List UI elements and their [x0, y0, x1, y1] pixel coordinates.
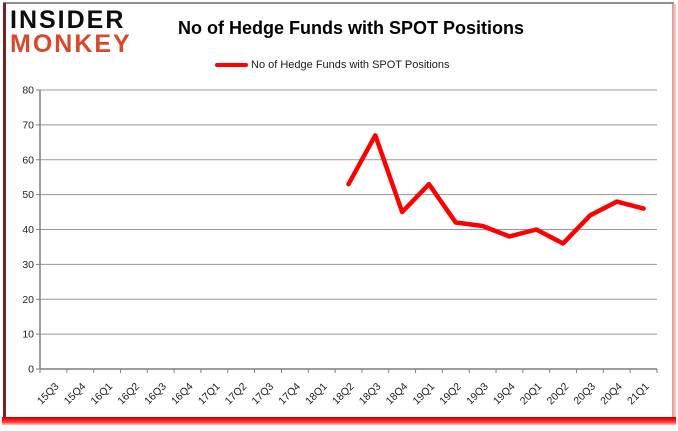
- svg-text:16Q4: 16Q4: [169, 381, 196, 408]
- svg-text:19Q2: 19Q2: [437, 381, 464, 408]
- svg-text:50: 50: [22, 189, 34, 201]
- svg-text:10: 10: [22, 329, 34, 341]
- svg-text:17Q4: 17Q4: [276, 381, 303, 408]
- card-border-right: [672, 4, 676, 417]
- svg-text:40: 40: [22, 224, 34, 236]
- svg-text:19Q1: 19Q1: [410, 381, 437, 408]
- svg-text:20Q3: 20Q3: [571, 381, 598, 408]
- svg-text:80: 80: [22, 85, 34, 97]
- svg-text:16Q2: 16Q2: [115, 381, 142, 408]
- svg-text:18Q1: 18Q1: [303, 381, 330, 408]
- svg-text:70: 70: [22, 119, 34, 131]
- legend-line-swatch: [215, 63, 248, 67]
- card-border-top: [3, 2, 674, 4]
- logo-line-monkey: MONKEY: [10, 29, 132, 58]
- svg-text:18Q3: 18Q3: [357, 381, 384, 408]
- svg-text:20Q1: 20Q1: [518, 381, 545, 408]
- svg-text:19Q3: 19Q3: [464, 381, 491, 408]
- card-bottom-red-bar: [2, 417, 676, 425]
- svg-text:0: 0: [28, 364, 34, 376]
- svg-text:15Q4: 15Q4: [62, 381, 89, 408]
- card-border-left: [3, 3, 6, 417]
- svg-text:19Q4: 19Q4: [491, 381, 518, 408]
- svg-text:30: 30: [22, 259, 34, 271]
- svg-text:21Q1: 21Q1: [625, 381, 652, 408]
- insider-monkey-logo: INSIDER MONKEY: [10, 6, 132, 58]
- svg-text:15Q3: 15Q3: [35, 381, 62, 408]
- svg-text:20: 20: [22, 294, 34, 306]
- svg-text:20Q2: 20Q2: [545, 381, 572, 408]
- svg-text:17Q2: 17Q2: [223, 381, 250, 408]
- chart-legend: No of Hedge Funds with SPOT Positions: [215, 59, 450, 71]
- logo-line-insider: INSIDER: [10, 6, 126, 34]
- svg-text:18Q4: 18Q4: [384, 381, 411, 408]
- svg-text:18Q2: 18Q2: [330, 381, 357, 408]
- svg-text:16Q3: 16Q3: [142, 381, 169, 408]
- svg-text:60: 60: [22, 154, 34, 166]
- svg-text:17Q1: 17Q1: [196, 381, 223, 408]
- svg-text:20Q4: 20Q4: [598, 381, 625, 408]
- svg-text:17Q3: 17Q3: [249, 381, 276, 408]
- svg-text:16Q1: 16Q1: [89, 381, 116, 408]
- legend-label: No of Hedge Funds with SPOT Positions: [251, 59, 450, 71]
- chart-title: No of Hedge Funds with SPOT Positions: [178, 18, 524, 38]
